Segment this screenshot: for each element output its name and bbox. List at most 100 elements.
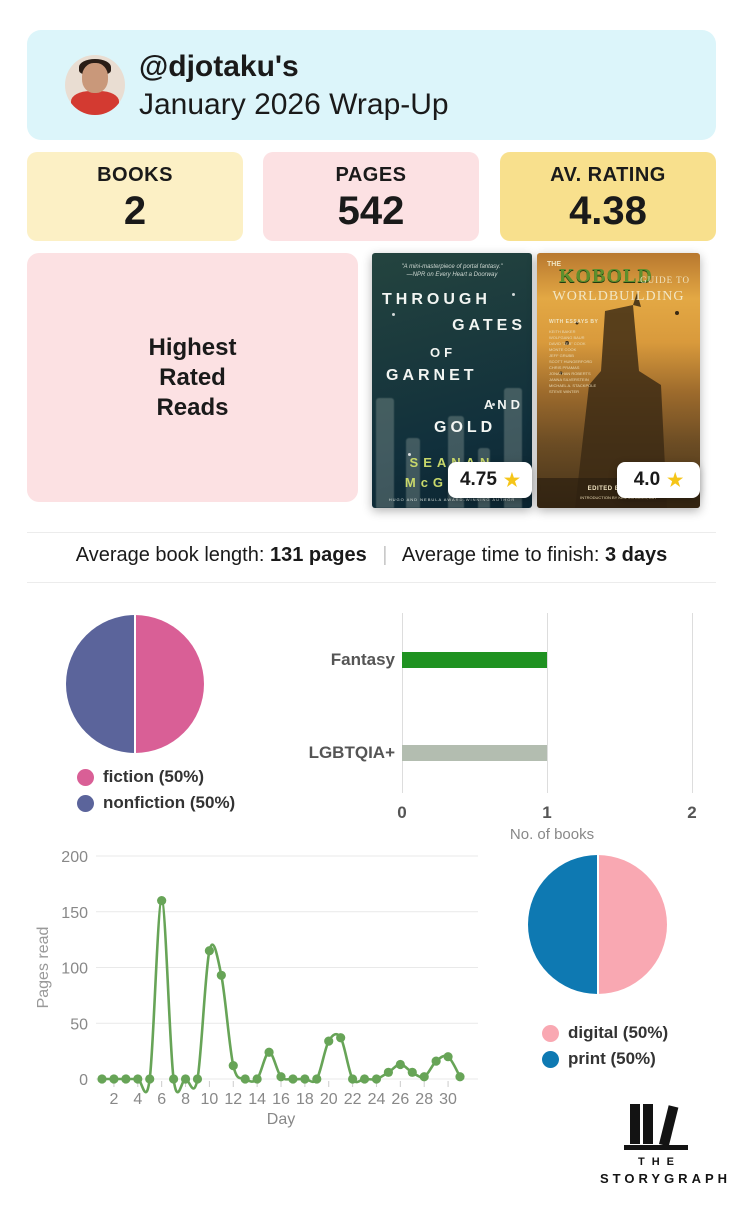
x-tick-label: 26: [391, 1091, 409, 1108]
stat-card-avg-rating: AV. RATING 4.38: [500, 152, 716, 241]
data-point-day-26: [395, 1059, 405, 1070]
y-axis-label: Pages read: [35, 927, 52, 1009]
bar-lgbtqia+: [402, 745, 547, 761]
y-tick-label: 100: [61, 961, 88, 978]
format-pie-chart: [528, 855, 667, 994]
cover-title-word: GOLD: [434, 419, 497, 436]
x-tick-label: 24: [368, 1091, 386, 1108]
x-tick-label: 0: [397, 803, 407, 822]
books-on-shelf-icon: [624, 1100, 688, 1150]
rating-badge: 4.75 ★: [448, 462, 532, 498]
x-tick-label: 6: [157, 1091, 166, 1108]
y-tick-label: 50: [70, 1016, 88, 1033]
stat-card-pages: PAGES 542: [263, 152, 479, 241]
header-text: @djotaku's January 2026 Wrap-Up: [139, 48, 449, 124]
cover-title-word: GATES: [452, 317, 526, 334]
y-tick-label: 200: [61, 849, 88, 866]
format-pie-legend: digital (50%) print (50%): [542, 1020, 668, 1072]
highest-rated-heading: Highest: [148, 333, 237, 361]
data-point-day-9: [192, 1074, 203, 1084]
data-point-day-10: [204, 946, 214, 956]
x-tick-label: 8: [181, 1091, 190, 1108]
stat-label: AV. RATING: [550, 164, 666, 186]
x-tick-label: 18: [296, 1091, 314, 1108]
bar-category-label: LGBTQIA+: [308, 743, 395, 762]
data-point-day-7: [169, 1074, 179, 1084]
avg-length-label: Average book length:: [75, 544, 265, 566]
logo-word-storygraph: STORYGRAPH: [600, 1171, 732, 1186]
data-point-day-11: [216, 970, 226, 980]
data-point-day-16: [276, 1072, 286, 1082]
x-tick-label: 20: [320, 1091, 338, 1108]
y-tick-label: 0: [79, 1072, 88, 1089]
data-point-day-20: [324, 1036, 334, 1046]
legend-label: digital (50%): [568, 1023, 669, 1042]
cover-footer-text: HUGO AND NEBULA AWARD-WINNING AUTHOR: [388, 497, 516, 502]
y-tick-label: 150: [61, 905, 88, 922]
legend-swatch: [542, 1024, 559, 1042]
x-tick-label: 2: [687, 803, 697, 822]
gridline: [402, 613, 403, 793]
avatar-face-art: [82, 63, 108, 93]
cover-quote: "A mini-masterpiece of portal fantasy." …: [401, 264, 503, 278]
data-point-day-3: [121, 1074, 131, 1084]
legend-label: fiction (50%): [103, 767, 205, 786]
data-point-day-14: [252, 1074, 262, 1084]
bar-chart-x-axis-label: No. of books: [509, 826, 595, 843]
data-point-day-13: [240, 1074, 250, 1084]
genre-bar-chart: No. of books 0 1 2 Fantasy LGBTQIA+: [309, 608, 722, 843]
data-point-day-28: [419, 1072, 429, 1082]
avg-finish-label: Average time to finish:: [401, 544, 600, 566]
stat-value: 4.38: [569, 189, 647, 233]
data-point-day-31: [455, 1072, 465, 1082]
stat-label: PAGES: [335, 164, 407, 186]
cover-introduction-by: INTRODUCTION BY KEN SCHOLES, AUT: [580, 495, 657, 500]
legend-label: nonfiction (50%): [103, 793, 236, 812]
cover-title-word: OF: [430, 345, 457, 360]
data-point-day-23: [359, 1074, 370, 1084]
legend-item: fiction (50%): [77, 764, 235, 790]
user-handle: @djotaku's: [139, 50, 299, 83]
divider-line: [27, 532, 716, 533]
cover-essays-heading: WITH ESSAYS BY: [549, 319, 599, 325]
data-point-day-27: [407, 1067, 417, 1077]
stat-card-books: BOOKS 2: [27, 152, 243, 241]
bar-fantasy: [402, 652, 547, 668]
data-point-day-24: [371, 1074, 382, 1084]
cover-title-worldbuilding: WORLDBUILDING: [552, 289, 685, 304]
stat-label: BOOKS: [97, 164, 173, 186]
data-point-day-6: [157, 896, 167, 906]
data-point-day-2: [109, 1074, 119, 1084]
data-point-day-12: [228, 1061, 238, 1071]
avg-finish-value: 3 days: [605, 544, 668, 566]
x-tick-label: 22: [344, 1091, 362, 1108]
cover-title-word: AND: [483, 397, 524, 412]
avatar: [65, 55, 125, 115]
pages-line: [102, 899, 462, 1094]
data-point-day-22: [348, 1074, 358, 1084]
data-point-day-8: [180, 1074, 191, 1084]
legend-swatch: [77, 794, 94, 812]
data-point-day-1: [97, 1074, 107, 1084]
cover-title-guide-to: GUIDE TO: [640, 275, 690, 285]
fiction-pie-legend: fiction (50%) nonfiction (50%): [77, 764, 235, 816]
data-point-day-21: [336, 1033, 346, 1043]
data-point-day-29: [431, 1056, 441, 1066]
bar-category-label: Fantasy: [330, 650, 395, 669]
data-point-day-5: [145, 1074, 155, 1084]
divider-line: [27, 582, 716, 583]
highest-rated-heading: Reads: [156, 393, 229, 421]
rating-value: 4.0: [633, 469, 661, 490]
averages-separator: |: [382, 544, 388, 566]
cover-essayist-list: KEITH BAKER WOLFGANG BAUR DAVID "ZEB" COOK…: [549, 329, 597, 394]
gridline: [547, 613, 548, 793]
data-point-day-18: [300, 1074, 310, 1084]
legend-swatch: [77, 768, 94, 786]
cover-title-word: THROUGH: [382, 291, 491, 308]
x-tick-label: 30: [439, 1091, 457, 1108]
legend-item: nonfiction (50%): [77, 790, 235, 816]
data-point-day-15: [264, 1047, 274, 1057]
x-tick-label: 1: [542, 803, 552, 822]
